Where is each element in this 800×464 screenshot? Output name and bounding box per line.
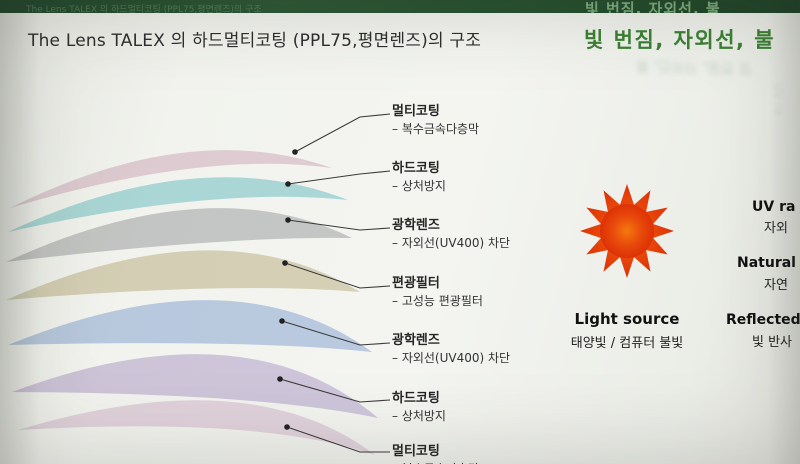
ray-label-uv-en: UV ra <box>752 196 795 215</box>
layer-shape-multicoat-bottom <box>18 400 375 455</box>
right-heading: 빛 번짐, 자외선, 불 <box>584 28 776 52</box>
light-source-label: Light source <box>574 310 680 328</box>
layer-label-hardcoat-bottom: 하드코팅 – 상처방지 <box>392 391 562 424</box>
layer-name: 편광필터 <box>392 276 440 291</box>
ray-label-text: 자연 <box>764 278 788 293</box>
ray-label-text: UV ra <box>752 199 796 215</box>
ray-label-text: 자외 <box>764 221 788 236</box>
light-source-desc: 태양빛 / 컴퓨터 불빛 <box>570 336 684 351</box>
strip-ghost-heading: 빛 번짐, 자외선, 불 <box>585 0 721 13</box>
layer-desc: – 복수금속다층막 <box>392 462 562 464</box>
leader-line <box>279 378 391 403</box>
sun-icon <box>580 184 674 278</box>
layer-shape-lens-top <box>6 208 352 262</box>
layer-name: 멀티코팅 <box>392 444 440 459</box>
layer-shape-lens-bottom <box>8 300 372 352</box>
layer-shape-multicoat-top <box>10 150 332 208</box>
layer-label-multicoat-top: 멀티코팅 – 복수금속다층막 <box>392 104 562 137</box>
layer-desc: – 복수금속다층막 <box>392 122 480 136</box>
layer-name: 광학렌즈 <box>392 333 440 348</box>
ray-label-natural-en: Natural lig <box>737 252 800 271</box>
leader-line <box>286 426 390 453</box>
leader-line <box>284 262 391 289</box>
layer-label-polarizer: 편광필터 – 고성능 편광필터 <box>392 276 562 309</box>
ray-label-text: Natural lig <box>737 255 800 271</box>
layer-name: 광학렌즈 <box>392 218 440 233</box>
ray-label-text: Reflected lig <box>726 312 800 328</box>
top-green-strip: The Lens TALEX 의 하드멀티코팅 (PPL75,평면렌즈)의 구조… <box>0 0 800 13</box>
layer-desc: – 고성능 편광필터 <box>392 294 483 308</box>
layer-label-multicoat-bottom: 멀티코팅 – 복수금속다층막 <box>392 444 562 464</box>
layer-desc: – 상처방지 <box>392 179 446 193</box>
layer-shape-hardcoat-bottom <box>12 354 378 418</box>
leader-line <box>287 219 391 231</box>
layer-name: 하드코팅 <box>392 391 440 406</box>
light-source-caption: Light source 태양빛 / 컴퓨터 불빛 <box>552 310 702 351</box>
strip-ghost-title: The Lens TALEX 의 하드멀티코팅 (PPL75,평면렌즈)의 구조 <box>26 5 262 13</box>
leader-dot <box>285 217 291 223</box>
layer-name: 멀티코팅 <box>392 104 440 119</box>
leader-dot <box>284 424 290 430</box>
leader-line <box>281 320 391 346</box>
leader-line <box>294 113 391 153</box>
ray-label-reflected-ko: 빛 반사 <box>752 331 792 350</box>
ray-label-natural-ko: 자연 <box>764 274 788 293</box>
page-title: The Lens TALEX 의 하드멀티코팅 (PPL75,평면렌즈)의 구조 <box>28 31 482 51</box>
layer-desc: – 자외선(UV400) 차단 <box>392 351 511 365</box>
layer-name: 하드코팅 <box>392 161 440 176</box>
layer-shape-hardcoat-top <box>8 177 348 232</box>
leader-dot <box>282 260 288 266</box>
layer-label-lens-top: 광학렌즈 – 자외선(UV400) 차단 <box>392 218 562 251</box>
layer-label-lens-bottom: 광학렌즈 – 자외선(UV400) 차단 <box>392 333 562 366</box>
ray-label-reflected-en: Reflected lig <box>726 309 800 328</box>
layer-desc: – 자외선(UV400) 차단 <box>392 236 511 250</box>
leader-dot <box>285 181 291 187</box>
ray-label-uv-ko: 자외 <box>764 217 788 236</box>
ray-label-text: 빛 반사 <box>752 335 793 350</box>
layer-label-hardcoat-top: 하드코팅 – 상처방지 <box>392 161 562 194</box>
leader-dot <box>292 149 298 155</box>
leader-line <box>287 170 391 185</box>
leader-dot <box>279 318 285 324</box>
leader-dot <box>277 376 283 382</box>
layer-shape-polarizer <box>6 250 360 300</box>
layer-desc: – 상처방지 <box>392 409 446 423</box>
